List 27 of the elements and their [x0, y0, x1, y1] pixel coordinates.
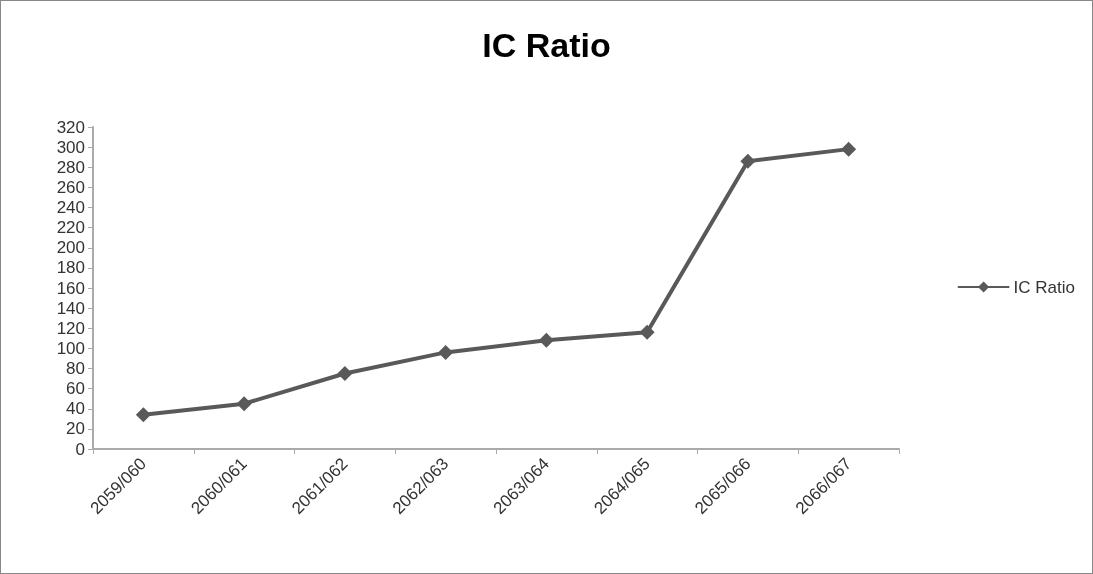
- point: [740, 153, 756, 169]
- y-tick-label: 40: [66, 399, 85, 419]
- y-tick-label: 220: [56, 218, 85, 238]
- y-tick-label: 20: [66, 419, 85, 439]
- y-tick-label: 240: [56, 198, 85, 217]
- y-tick-label: 300: [56, 137, 85, 157]
- y-tick-label: 60: [66, 379, 85, 399]
- y-tick-label: 320: [56, 117, 85, 137]
- y-tick-label: 100: [56, 338, 85, 358]
- y-tick-label: 0: [75, 439, 85, 459]
- y-tick-label: 280: [56, 157, 85, 177]
- y-tick-label: 180: [56, 258, 85, 278]
- y-tick-label: 200: [56, 238, 85, 258]
- point: [438, 344, 454, 360]
- point: [135, 407, 151, 423]
- y-tick-label: 120: [56, 318, 85, 338]
- y-tick-label: 260: [56, 177, 85, 197]
- legend-label: IC Ratio: [1013, 277, 1076, 297]
- y-tick-label: 140: [56, 298, 85, 318]
- point: [538, 332, 554, 348]
- chart-title: IC Ratio: [482, 26, 611, 64]
- y-tick-label: 80: [66, 359, 85, 378]
- point: [639, 324, 655, 340]
- y-tick-label: 160: [56, 278, 85, 298]
- point: [236, 396, 252, 412]
- point: [337, 366, 353, 382]
- point: [841, 141, 857, 157]
